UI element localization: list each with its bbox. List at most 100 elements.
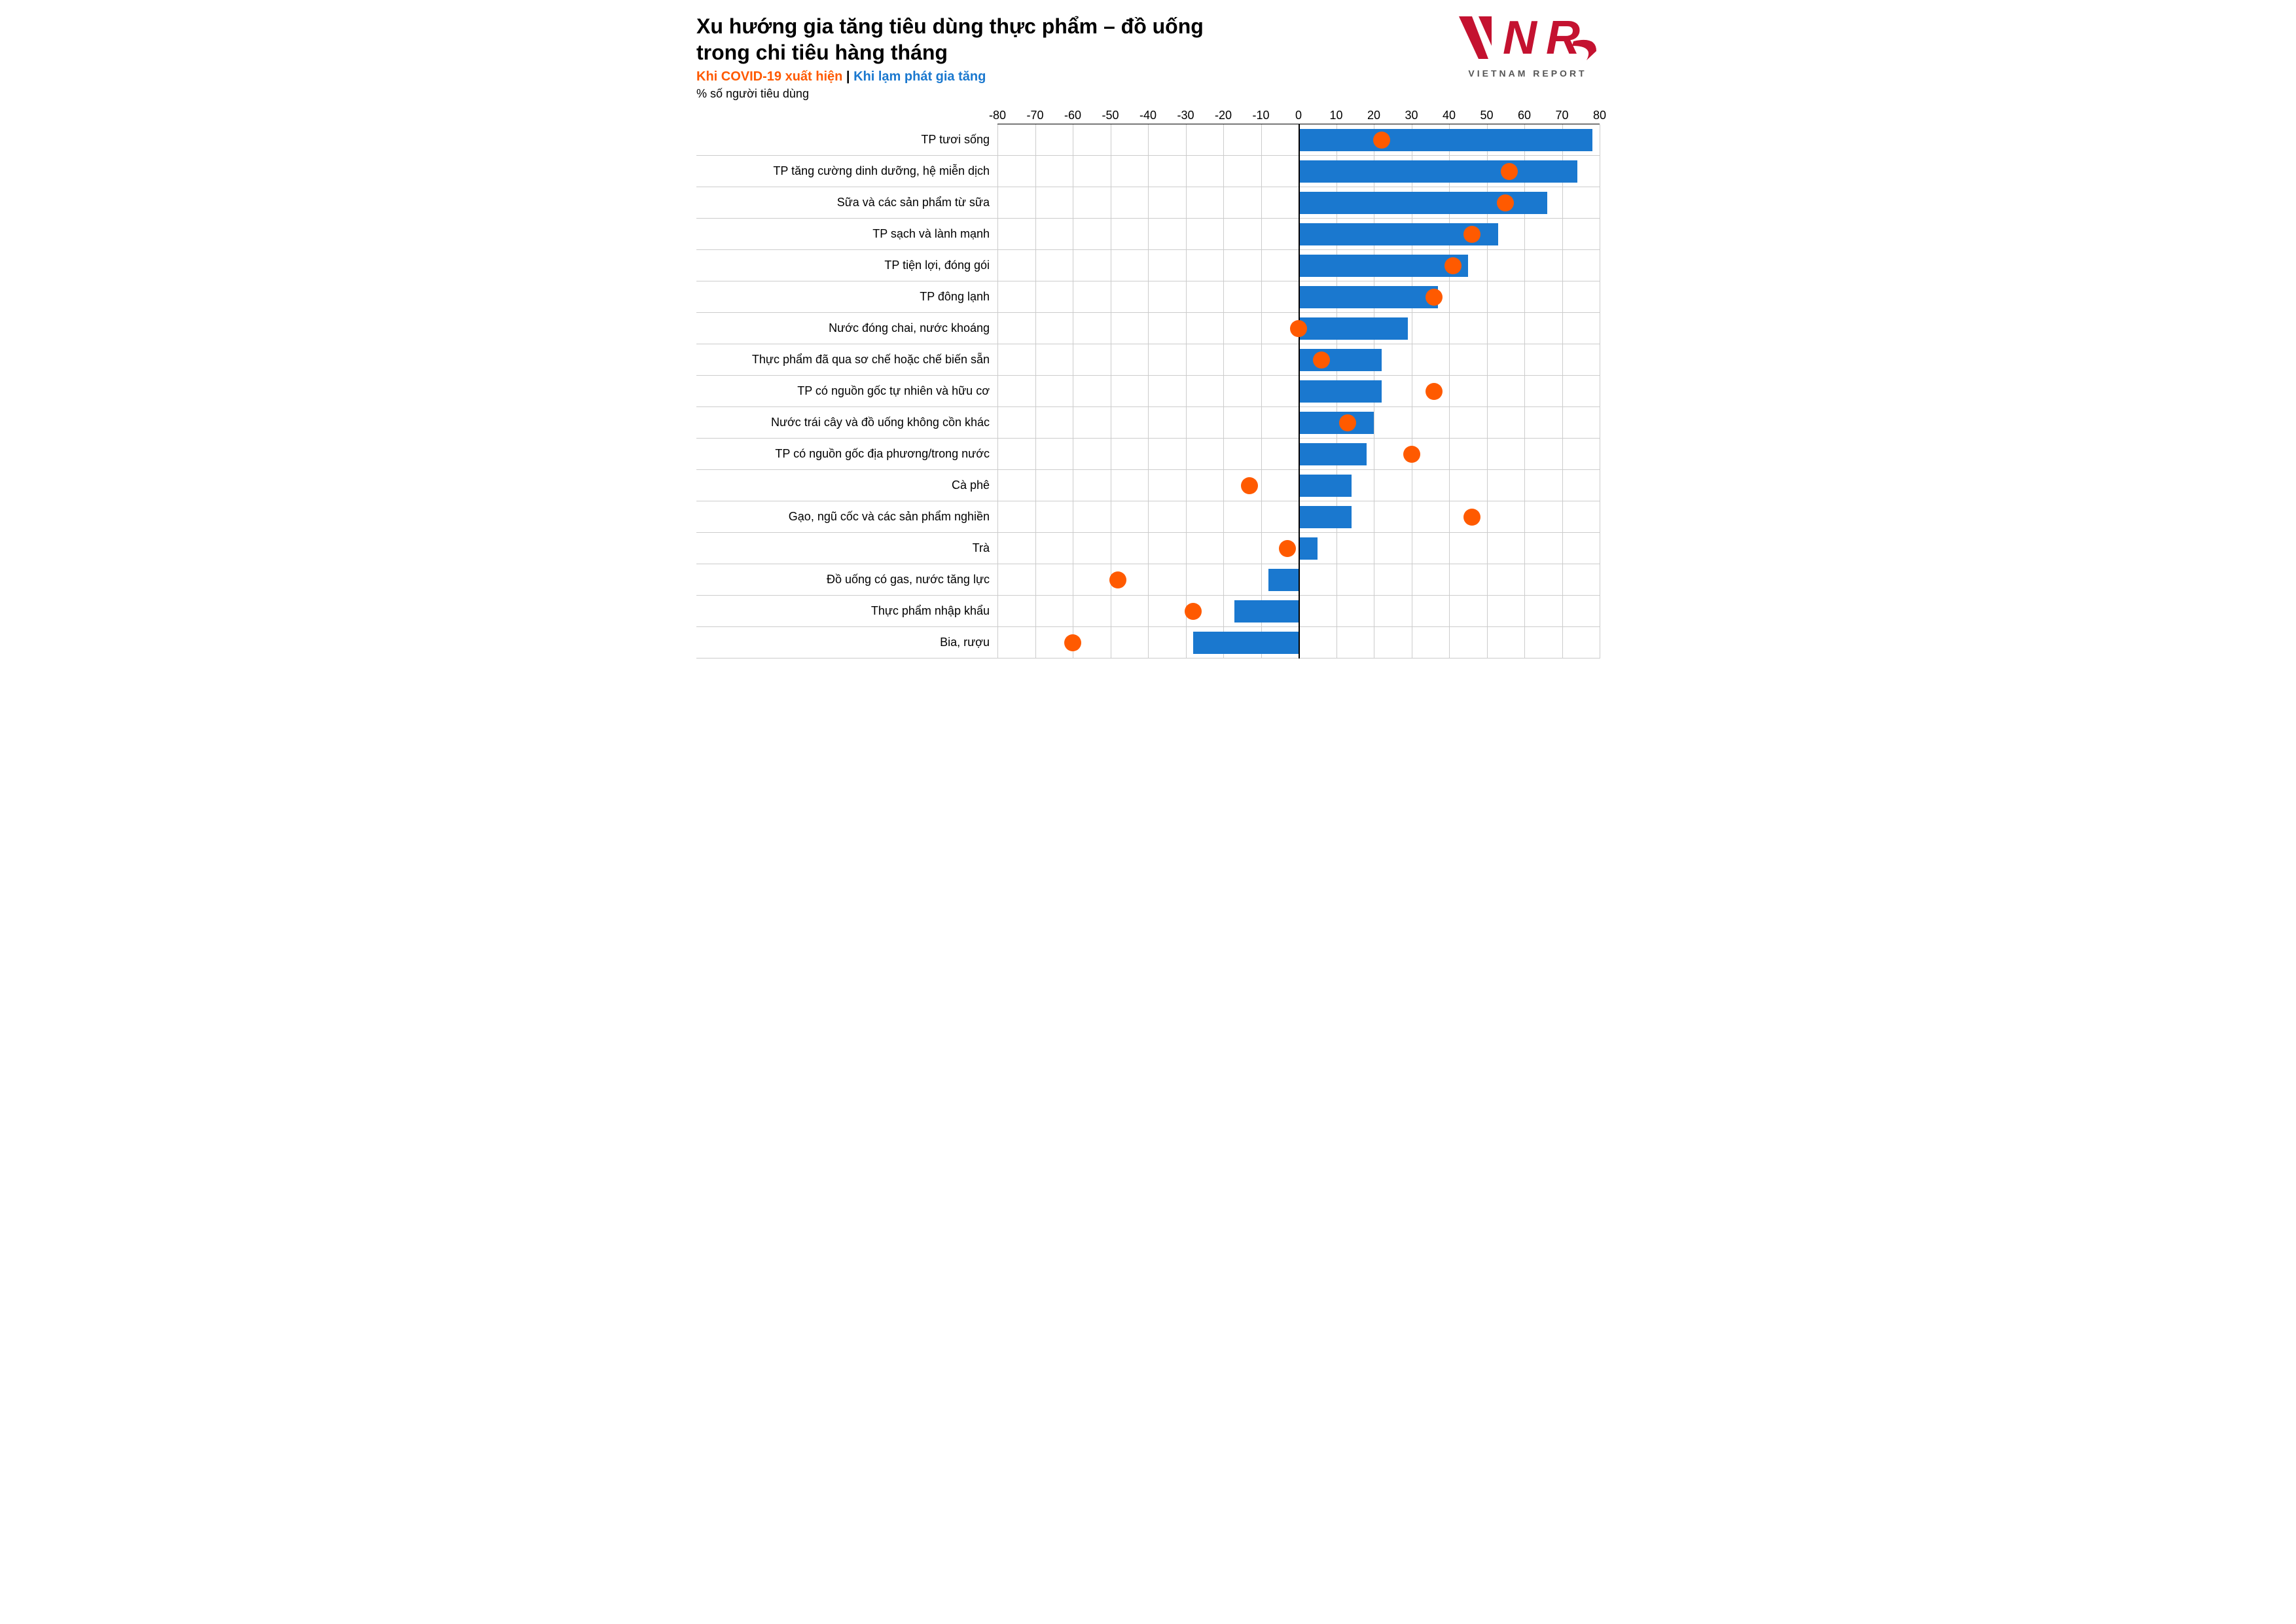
dot-marker <box>1426 383 1443 400</box>
category-label: Gạo, ngũ cốc và các sản phẩm nghiền <box>696 501 997 532</box>
row-plot <box>997 439 1600 469</box>
category-label: Nước trái cây và đồ uống không cồn khác <box>696 407 997 438</box>
category-label: TP tiện lợi, đóng gói <box>696 250 997 281</box>
row-plot <box>997 407 1600 438</box>
chart-row: Đồ uống có gas, nước tăng lực <box>696 564 1600 596</box>
row-plot <box>997 344 1600 375</box>
bar <box>1299 380 1382 403</box>
legend-separator: | <box>842 69 853 84</box>
x-tick-label: -20 <box>1215 109 1232 122</box>
x-tick-label: -80 <box>989 109 1006 122</box>
bar <box>1299 286 1438 308</box>
row-plot <box>997 250 1600 281</box>
x-tick-label: -50 <box>1102 109 1119 122</box>
x-axis: -80-70-60-50-40-30-20-100102030405060708… <box>696 106 1600 124</box>
category-label: TP tươi sống <box>696 124 997 155</box>
bar <box>1299 255 1468 277</box>
dot-marker <box>1373 132 1390 149</box>
bar <box>1268 569 1299 591</box>
svg-text:R: R <box>1546 13 1580 62</box>
dot-marker <box>1339 414 1356 431</box>
dot-marker <box>1426 289 1443 306</box>
row-plot <box>997 627 1600 658</box>
dot-marker <box>1497 194 1514 211</box>
svg-text:N: N <box>1503 13 1538 62</box>
chart-row: Sữa và các sản phẩm từ sữa <box>696 187 1600 219</box>
chart-row: Thực phẩm đã qua sơ chế hoặc chế biến sẵ… <box>696 344 1600 376</box>
x-tick-label: -70 <box>1026 109 1043 122</box>
chart-row: Cà phê <box>696 470 1600 501</box>
category-label: Sữa và các sản phẩm từ sữa <box>696 187 997 218</box>
title-line-1: Xu hướng gia tăng tiêu dùng thực phẩm – … <box>696 14 1204 38</box>
row-plot <box>997 313 1600 344</box>
chart-row: TP tăng cường dinh dưỡng, hệ miễn dịch <box>696 156 1600 187</box>
dot-marker <box>1064 634 1081 651</box>
row-plot <box>997 219 1600 249</box>
bar <box>1299 317 1408 340</box>
row-plot <box>997 376 1600 406</box>
chart-plot-area: -80-70-60-50-40-30-20-100102030405060708… <box>696 106 1600 659</box>
dot-marker <box>1403 446 1420 463</box>
title-line-2: trong chi tiêu hàng tháng <box>696 41 948 64</box>
bar <box>1193 632 1299 654</box>
chart-row: Thực phẩm nhập khẩu <box>696 596 1600 627</box>
category-label: Đồ uống có gas, nước tăng lực <box>696 564 997 595</box>
chart-row: Trà <box>696 533 1600 564</box>
row-plot <box>997 470 1600 501</box>
legend-inflation-label: Khi lạm phát gia tăng <box>853 69 986 84</box>
row-plot <box>997 187 1600 218</box>
bar <box>1299 443 1367 465</box>
dot-marker <box>1241 477 1258 494</box>
x-tick-label: 50 <box>1480 109 1493 122</box>
bar <box>1299 160 1577 183</box>
x-tick-label: 0 <box>1295 109 1302 122</box>
x-tick-label: 40 <box>1443 109 1456 122</box>
chart-container: Xu hướng gia tăng tiêu dùng thực phẩm – … <box>696 13 1600 659</box>
bar <box>1299 537 1318 560</box>
bar <box>1299 412 1374 434</box>
x-tick-label: 60 <box>1518 109 1531 122</box>
logo-text: VIETNAM REPORT <box>1456 68 1600 79</box>
bar <box>1299 475 1352 497</box>
chart-row: TP có nguồn gốc tự nhiên và hữu cơ <box>696 376 1600 407</box>
vnr-logo: N R VIETNAM REPORT <box>1456 13 1600 79</box>
chart-title: Xu hướng gia tăng tiêu dùng thực phẩm – … <box>696 13 1318 65</box>
row-plot <box>997 156 1600 187</box>
x-tick-label: 80 <box>1593 109 1606 122</box>
chart-row: TP có nguồn gốc địa phương/trong nước <box>696 439 1600 470</box>
chart-row: Bia, rượu <box>696 627 1600 659</box>
category-label: Thực phẩm đã qua sơ chế hoặc chế biến sẵ… <box>696 344 997 375</box>
x-tick-label: -30 <box>1177 109 1194 122</box>
category-label: Nước đóng chai, nước khoáng <box>696 313 997 344</box>
chart-rows: TP tươi sốngTP tăng cường dinh dưỡng, hệ… <box>696 124 1600 659</box>
category-label: TP tăng cường dinh dưỡng, hệ miễn dịch <box>696 156 997 187</box>
chart-row: Gạo, ngũ cốc và các sản phẩm nghiền <box>696 501 1600 533</box>
legend-covid-label: Khi COVID-19 xuất hiện <box>696 69 842 84</box>
bar <box>1299 349 1382 371</box>
chart-row: TP tươi sống <box>696 124 1600 156</box>
chart-header: Xu hướng gia tăng tiêu dùng thực phẩm – … <box>696 13 1600 101</box>
x-tick-label: 30 <box>1405 109 1418 122</box>
category-label: Trà <box>696 533 997 564</box>
dot-marker <box>1313 352 1330 369</box>
category-label: TP có nguồn gốc tự nhiên và hữu cơ <box>696 376 997 406</box>
vnr-logo-icon: N R <box>1456 13 1600 62</box>
category-label: Thực phẩm nhập khẩu <box>696 596 997 626</box>
x-tick-label: -60 <box>1064 109 1081 122</box>
chart-subtitle: % số người tiêu dùng <box>696 87 1600 101</box>
row-plot <box>997 533 1600 564</box>
row-plot <box>997 564 1600 595</box>
x-tick-label: 20 <box>1367 109 1380 122</box>
category-label: TP sạch và lành mạnh <box>696 219 997 249</box>
bar <box>1234 600 1299 623</box>
row-plot <box>997 124 1600 155</box>
category-label: TP có nguồn gốc địa phương/trong nước <box>696 439 997 469</box>
dot-marker <box>1109 571 1126 588</box>
x-tick-label: 70 <box>1555 109 1568 122</box>
dot-marker <box>1279 540 1296 557</box>
dot-marker <box>1463 226 1480 243</box>
category-label: Cà phê <box>696 470 997 501</box>
chart-row: TP tiện lợi, đóng gói <box>696 250 1600 281</box>
dot-marker <box>1501 163 1518 180</box>
bar <box>1299 506 1352 528</box>
